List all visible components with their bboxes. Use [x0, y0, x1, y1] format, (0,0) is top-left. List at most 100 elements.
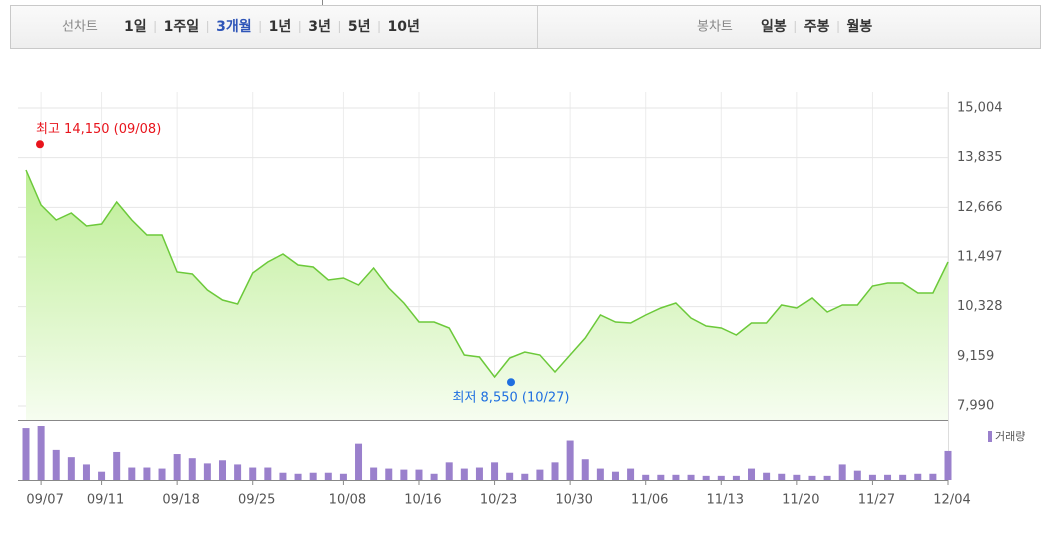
x-tick-label: 11/06 [631, 493, 668, 508]
volume-bar [536, 469, 544, 480]
volume-bar [793, 474, 801, 480]
legend-swatch [988, 431, 992, 442]
volume-bar [67, 457, 75, 480]
period-tab[interactable]: 1일 [124, 19, 147, 35]
period-tab[interactable]: 1주일 [164, 19, 200, 35]
y-tick-label: 13,835 [957, 150, 1003, 165]
volume-bar [98, 471, 106, 480]
period-tab[interactable]: 3년 [308, 19, 331, 35]
volume-bar [491, 462, 499, 480]
period-tab[interactable]: 3개월 [216, 18, 252, 35]
volume-bar [778, 473, 786, 480]
extreme-label: 최저 8,550 (10/27) [452, 391, 569, 406]
volume-bar [914, 473, 922, 480]
x-tick-label: 11/20 [782, 493, 819, 508]
volume-bar [445, 462, 453, 480]
volume-bar [884, 474, 892, 480]
volume-bar [627, 468, 635, 480]
volume-bar [687, 474, 695, 480]
volume-bar [203, 463, 211, 480]
x-tick-label: 10/08 [329, 493, 366, 508]
y-tick-label: 7,990 [957, 399, 994, 414]
volume-bar [596, 468, 604, 480]
volume-bar [279, 472, 287, 480]
extreme-marker [36, 140, 44, 149]
volume-bar [264, 467, 272, 480]
volume-bar [188, 458, 196, 480]
volume-bar [748, 468, 756, 480]
volume-bar [642, 474, 650, 480]
y-tick-label: 10,328 [957, 299, 1003, 314]
y-tick-label: 15,004 [957, 100, 1003, 115]
y-tick-label: 9,159 [957, 349, 994, 364]
volume-bar [475, 467, 483, 480]
volume-bar [37, 426, 45, 480]
volume-bar [415, 469, 423, 480]
extreme-marker [507, 378, 515, 387]
area [26, 170, 948, 420]
y-tick-label: 12,666 [957, 200, 1003, 215]
volume-bar [763, 472, 771, 480]
volume-bar [52, 449, 60, 480]
volume-bar [309, 472, 317, 480]
extreme-label: 최고 14,150 (09/08) [36, 122, 161, 137]
volume-bar [128, 467, 136, 480]
x-tick-label: 09/25 [238, 493, 275, 508]
x-tick-label: 11/27 [858, 493, 895, 508]
volume-bar [929, 473, 937, 480]
x-tick-label: 09/11 [87, 493, 124, 508]
volume-bar [899, 474, 907, 480]
volume-bar [355, 443, 363, 480]
volume-bar [521, 473, 529, 480]
volume-bar [339, 473, 347, 480]
volume-bar [249, 467, 257, 480]
volume-bar [113, 451, 121, 480]
line [25, 169, 949, 379]
volume-bar [234, 464, 242, 480]
y-tick-label: 11,497 [957, 249, 1003, 264]
volume-bar [551, 462, 559, 480]
volume-bar [838, 464, 846, 480]
volume-bar [672, 474, 680, 480]
x-tick-label: 10/30 [555, 493, 592, 508]
volume-bar [944, 450, 952, 480]
volume-bar [581, 459, 589, 480]
tab-group-label: 선차트 [62, 20, 98, 35]
period-tab[interactable]: 10년 [388, 19, 420, 35]
volume-bar [823, 475, 831, 480]
volume-bar [853, 470, 861, 480]
volume-bar [868, 474, 876, 480]
volume-bar [702, 475, 710, 480]
x-tick-label: 09/07 [26, 493, 63, 508]
volume-bar [566, 440, 574, 480]
period-tab[interactable]: 5년 [348, 19, 371, 35]
volume-bar [294, 473, 302, 480]
volume-bar [82, 464, 90, 480]
legend-label: 거래량 [995, 430, 1025, 443]
volume-bar [158, 468, 166, 480]
volume-bar [324, 472, 332, 480]
volume-bar [370, 467, 378, 480]
volume-bar [385, 468, 393, 480]
x-tick-label: 12/04 [933, 493, 970, 508]
volume-bar [808, 475, 816, 480]
candle-tab[interactable]: 주봉 [804, 19, 830, 35]
x-tick-label: 11/13 [707, 493, 744, 508]
volume-bar [22, 428, 30, 480]
volume-bar [218, 460, 226, 480]
volume-bar [143, 467, 151, 480]
x-tick-label: 09/18 [162, 493, 199, 508]
volume-bar [173, 454, 181, 480]
candle-tab[interactable]: 일봉 [761, 19, 787, 35]
volume-bar [400, 469, 408, 480]
tab-bar [10, 5, 1041, 49]
x-tick-label: 10/16 [404, 493, 441, 508]
tab-group-label: 봉차트 [697, 20, 733, 35]
candle-tab[interactable]: 월봉 [847, 18, 873, 35]
volume-bar [611, 471, 619, 480]
period-tab[interactable]: 1년 [269, 19, 292, 35]
volume-bar [657, 474, 665, 480]
volume-bar [460, 468, 468, 480]
